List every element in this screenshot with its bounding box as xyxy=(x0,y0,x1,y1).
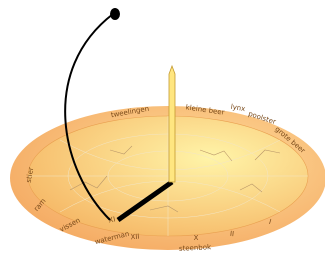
rim-label: XII xyxy=(130,233,140,242)
rim-label: steenbok xyxy=(179,243,213,253)
rim-label: II xyxy=(230,230,235,238)
curve-end-dot xyxy=(110,8,120,20)
rim-label: lynx xyxy=(230,103,246,113)
gnomon xyxy=(169,66,175,182)
sundial-illustration: kleine beerlynxtweelingenpoolstergrote b… xyxy=(0,0,325,258)
rim-label: X xyxy=(194,234,199,242)
